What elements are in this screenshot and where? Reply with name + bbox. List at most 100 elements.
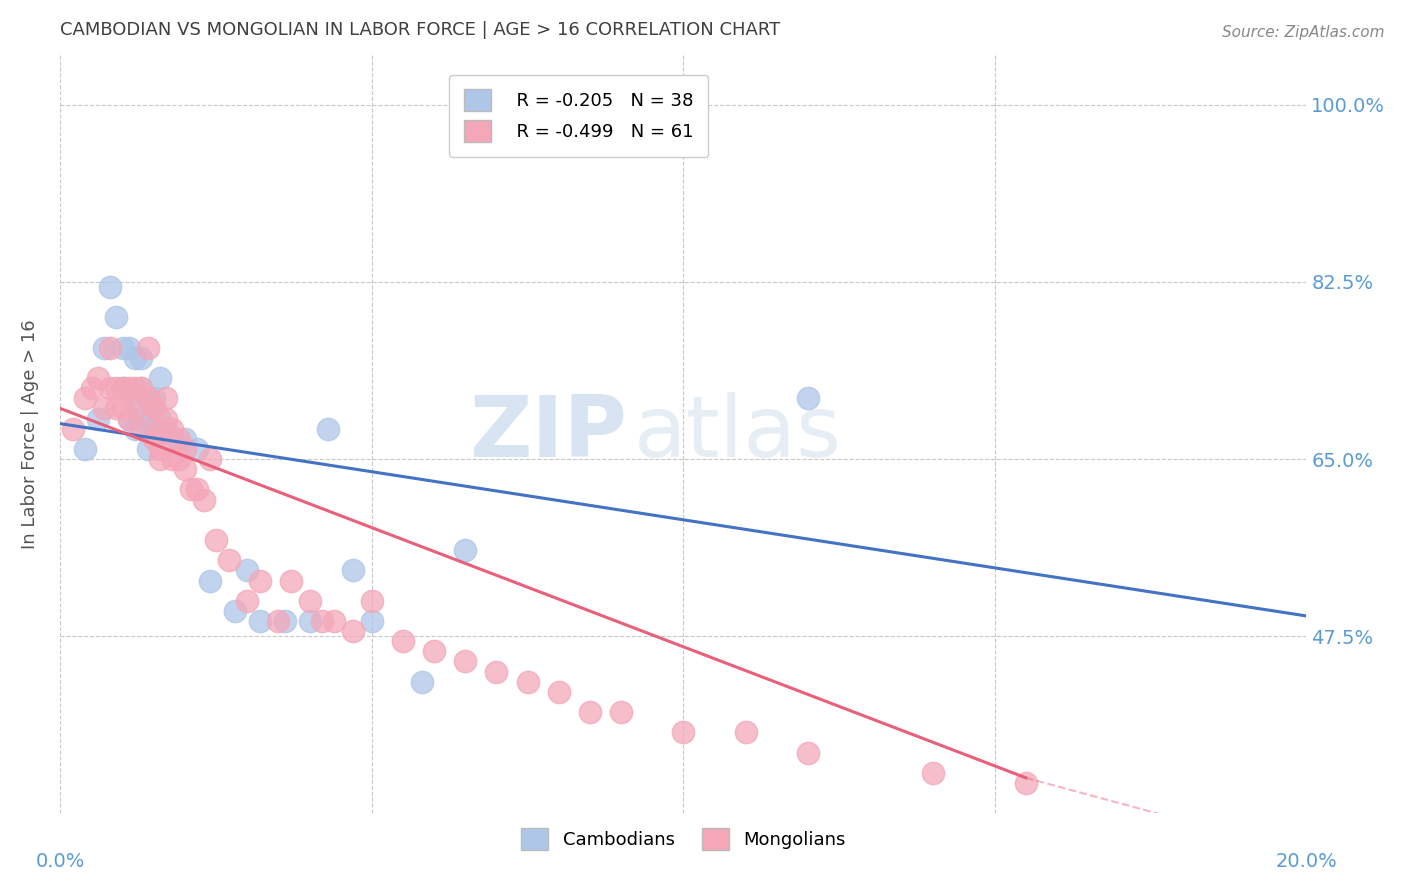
Point [93,341,115,355]
Point [131,422,153,436]
Point [198,574,221,588]
Point [131,411,153,425]
Point [797,392,820,406]
Text: atlas: atlas [634,392,842,475]
Point [142,422,165,436]
Point [105,381,128,395]
Point [162,432,184,446]
Point [174,432,197,446]
Point [342,563,364,577]
Point [155,422,177,436]
Point [124,392,146,406]
Point [149,371,172,385]
Point [98,341,121,355]
Point [136,442,159,456]
Point [186,483,208,497]
Point [610,705,633,719]
Point [111,381,134,395]
Point [136,411,159,425]
Point [316,422,339,436]
Point [224,604,246,618]
Text: 0.0%: 0.0% [35,852,84,871]
Point [323,614,346,628]
Point [136,341,159,355]
Point [111,341,134,355]
Point [360,614,382,628]
Point [93,401,115,416]
Point [280,574,302,588]
Point [149,411,172,425]
Point [142,401,165,416]
Text: Source: ZipAtlas.com: Source: ZipAtlas.com [1222,25,1385,40]
Point [198,452,221,467]
Point [236,593,259,607]
Point [131,381,153,395]
Point [273,614,295,628]
Point [118,381,141,395]
Point [392,634,415,648]
Point [124,381,146,395]
Point [921,765,943,780]
Text: 20.0%: 20.0% [1275,852,1337,871]
Point [124,401,146,416]
Point [124,351,146,365]
Point [298,614,321,628]
Point [411,674,433,689]
Point [105,401,128,416]
Point [797,746,820,760]
Point [579,705,602,719]
Point [136,392,159,406]
Point [167,452,190,467]
Point [485,665,508,679]
Point [118,411,141,425]
Point [249,614,271,628]
Point [1015,776,1038,790]
Point [149,422,172,436]
Point [423,644,446,658]
Point [193,492,215,507]
Point [672,725,695,739]
Point [118,411,141,425]
Point [218,553,240,567]
Point [454,655,477,669]
Text: CAMBODIAN VS MONGOLIAN IN LABOR FORCE | AGE > 16 CORRELATION CHART: CAMBODIAN VS MONGOLIAN IN LABOR FORCE | … [60,21,780,39]
Point [155,411,177,425]
Point [136,392,159,406]
Point [142,392,165,406]
Point [80,381,103,395]
Point [342,624,364,639]
Point [298,593,321,607]
Point [547,685,569,699]
Point [111,381,134,395]
Point [249,574,271,588]
Point [105,310,128,325]
Point [124,422,146,436]
Point [149,442,172,456]
Point [155,392,177,406]
Point [516,674,538,689]
Point [142,401,165,416]
Point [98,381,121,395]
Point [311,614,333,628]
Point [87,411,110,425]
Point [162,452,184,467]
Point [186,442,208,456]
Point [118,341,141,355]
Point [87,371,110,385]
Point [75,442,97,456]
Point [131,381,153,395]
Point [111,401,134,416]
Point [75,392,97,406]
Point [62,422,84,436]
Y-axis label: In Labor Force | Age > 16: In Labor Force | Age > 16 [21,319,39,549]
Point [734,725,756,739]
Point [174,462,197,476]
Point [149,452,172,467]
Point [454,543,477,558]
Point [98,280,121,294]
Point [167,432,190,446]
Text: ZIP: ZIP [470,392,627,475]
Point [180,483,202,497]
Point [360,593,382,607]
Point [131,351,153,365]
